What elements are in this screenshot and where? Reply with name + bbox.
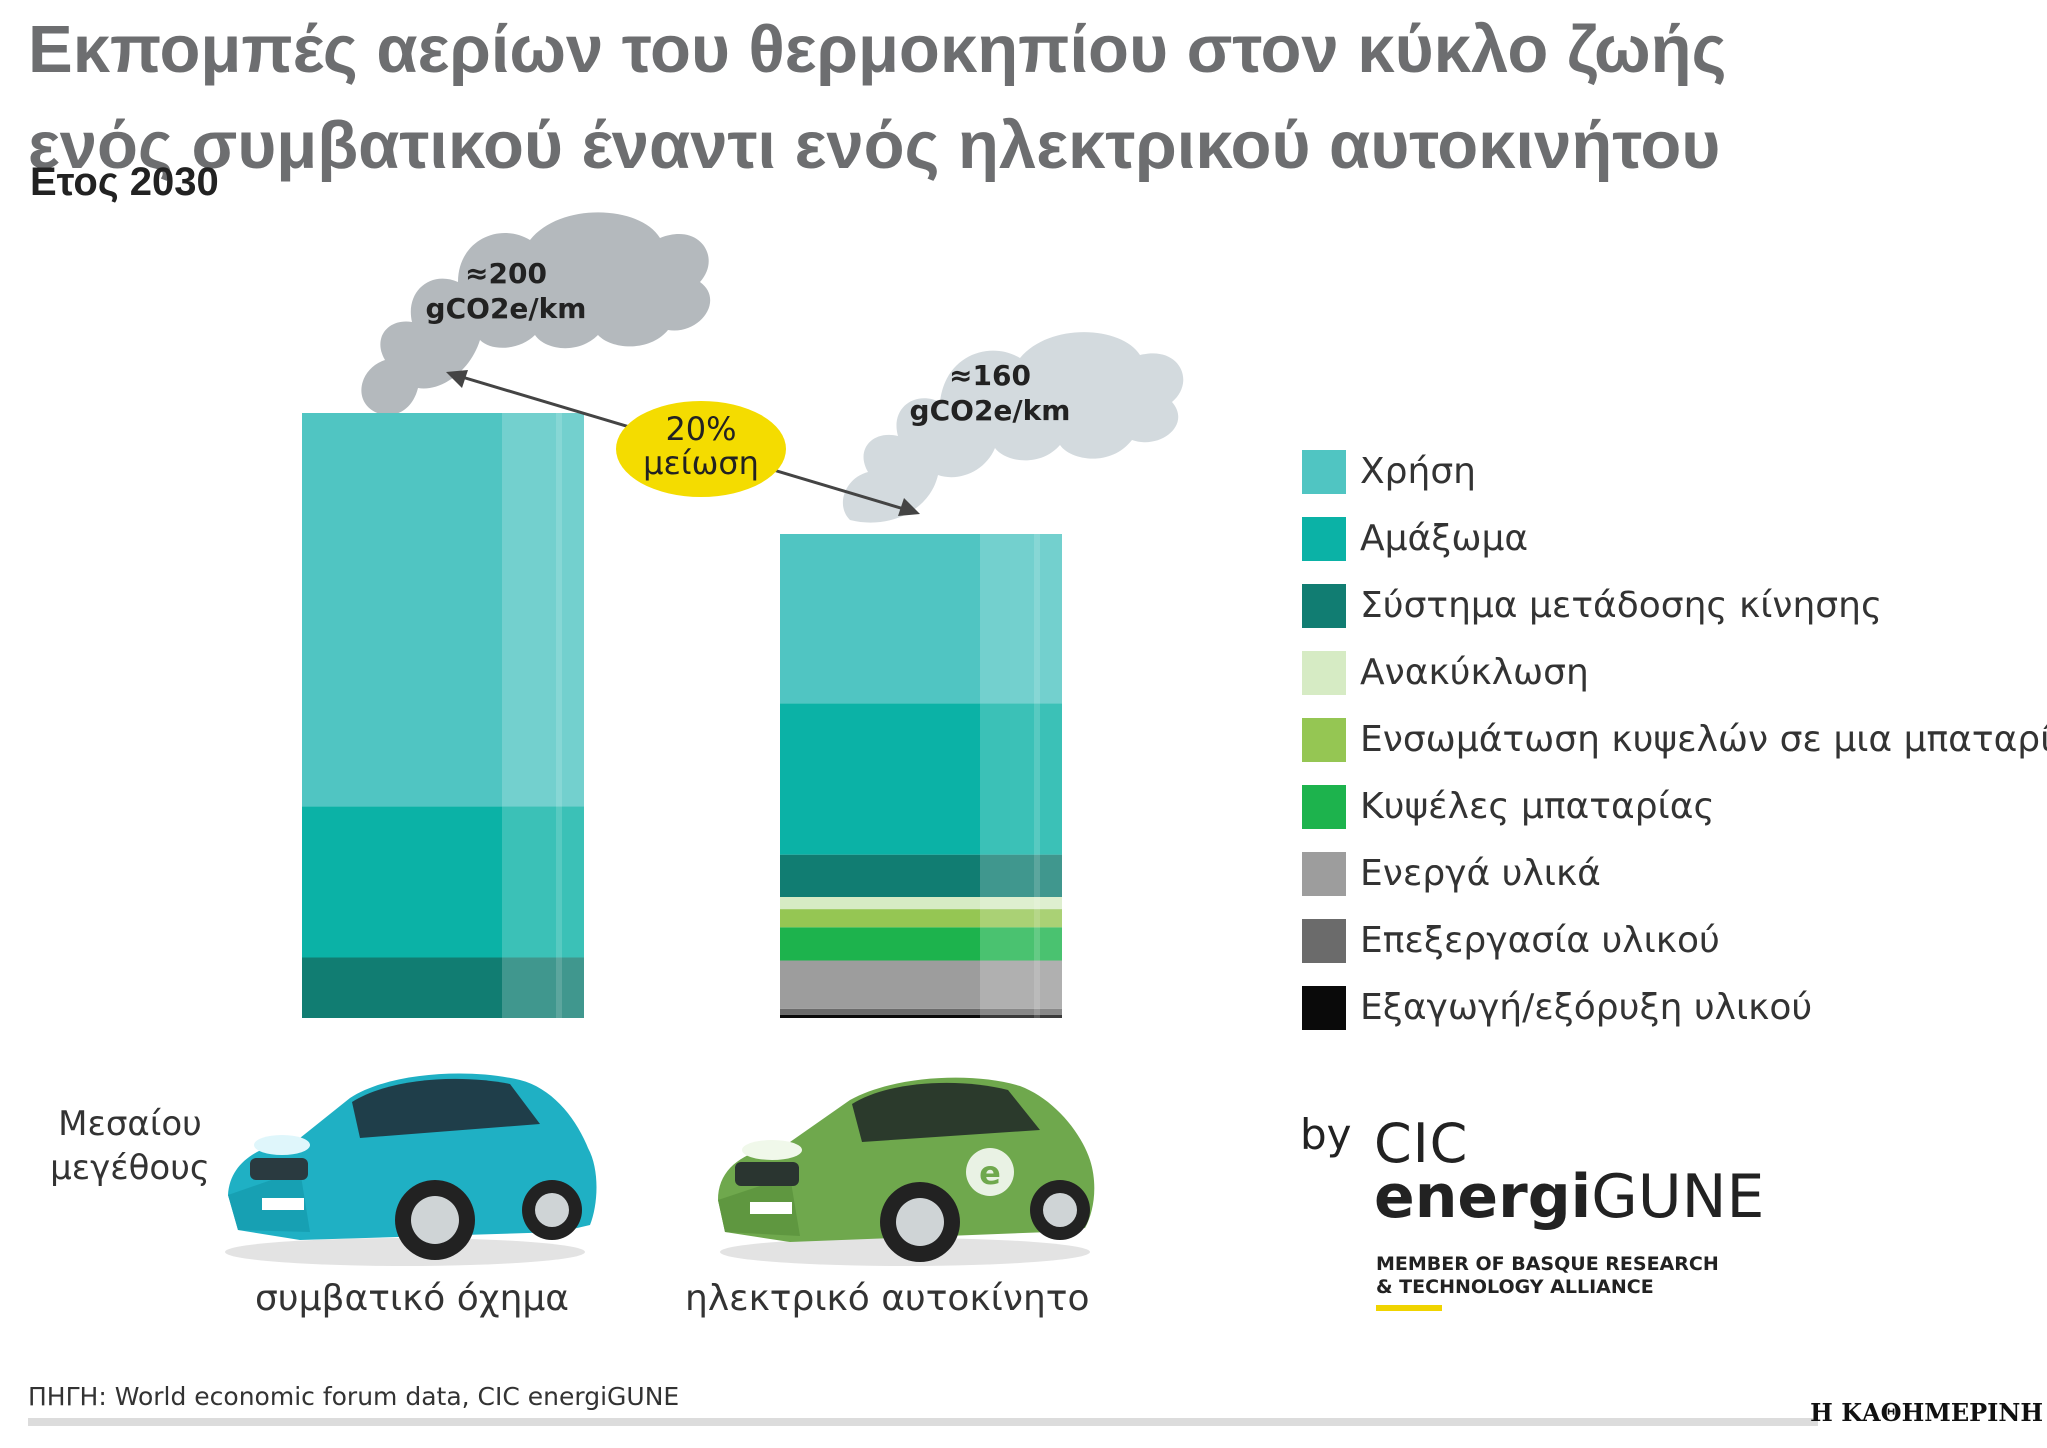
legend-label-body: Αμάξωμα xyxy=(1360,518,1529,559)
total-unit-conventional: gCO2e/km xyxy=(426,292,587,325)
legend-item-use: Χρήση xyxy=(1302,438,2047,505)
total-approx-conventional: ≈200 xyxy=(465,257,547,290)
bar-highlight-1-3 xyxy=(980,927,1062,961)
legend-label-powertrain: Σύστημα μετάδοσης κίνησης xyxy=(1360,585,1883,626)
logo-energigune: energiGUNE xyxy=(1374,1162,1764,1232)
legend-swatch-body xyxy=(1302,516,1346,561)
size-note: Μεσαίου μεγέθους xyxy=(40,1102,220,1190)
size-note-line2: μεγέθους xyxy=(50,1148,210,1188)
legend-label-pack-assembly: Ενσωμάτωση κυψελών σε μια μπαταρία xyxy=(1360,719,2047,760)
bar-edge-line-1 xyxy=(1034,534,1040,1018)
legend-item-powertrain: Σύστημα μετάδοσης κίνησης xyxy=(1302,572,2047,639)
bar-highlight-1-4 xyxy=(980,909,1062,928)
category-label-electric: ηλεκτρικό αυτοκίνητο xyxy=(685,1278,1090,1319)
legend-item-battery-cells: Κυψέλες μπαταρίας xyxy=(1302,773,2047,840)
logo-member-text: MEMBER OF BASQUE RESEARCH & TECHNOLOGY A… xyxy=(1376,1253,1719,1299)
bar-highlight-0-8 xyxy=(502,413,584,807)
bar-highlight-1-7 xyxy=(980,703,1062,855)
bar-segment-0-6 xyxy=(302,957,584,1018)
legend-label-active-materials: Ενεργά υλικά xyxy=(1360,853,1601,894)
bar-highlight-0-6 xyxy=(502,957,584,1018)
logo-by: by xyxy=(1300,1110,1352,1159)
legend-label-material-processing: Επεξεργασία υλικού xyxy=(1360,920,1720,961)
legend: Χρήση Αμάξωμα Σύστημα μετάδοσης κίνησης … xyxy=(1302,438,2047,1041)
legend-item-pack-assembly: Ενσωμάτωση κυψελών σε μια μπαταρία xyxy=(1302,706,2047,773)
bar-highlight-1-0 xyxy=(980,1014,1062,1018)
legend-item-body: Αμάξωμα xyxy=(1302,505,2047,572)
bar-highlight-1-8 xyxy=(980,534,1062,704)
bar-edge-line-0 xyxy=(556,413,562,1018)
total-approx-electric: ≈160 xyxy=(949,359,1031,392)
bar-segment-1-2 xyxy=(780,960,1062,1009)
bar-segment-1-0 xyxy=(780,1014,1062,1018)
reduction-badge xyxy=(616,401,786,497)
legend-label-use: Χρήση xyxy=(1360,451,1476,492)
legend-swatch-recycling xyxy=(1302,650,1346,695)
legend-swatch-use xyxy=(1302,449,1346,494)
smoke-cloud-electric xyxy=(842,332,1184,523)
bar-segment-0-8 xyxy=(302,413,584,807)
bar-highlight-1-6 xyxy=(980,854,1062,897)
reduction-percent: 20% xyxy=(665,410,736,448)
legend-swatch-material-processing xyxy=(1302,918,1346,963)
bar-highlight-1-2 xyxy=(980,960,1062,1009)
stacked-bars xyxy=(302,413,1062,1018)
logo-gune-part: GUNE xyxy=(1591,1162,1765,1232)
legend-label-battery-cells: Κυψέλες μπαταρίας xyxy=(1360,786,1715,827)
electric-car-illustration: e xyxy=(718,1077,1095,1266)
legend-item-material-processing: Επεξεργασία υλικού xyxy=(1302,907,2047,974)
legend-swatch-active-materials xyxy=(1302,851,1346,896)
legend-item-recycling: Ανακύκλωση xyxy=(1302,639,2047,706)
legend-item-mining: Εξαγωγή/εξόρυξη υλικού xyxy=(1302,974,2047,1041)
chart-title: Εκπομπές αερίων του θερμοκηπίου στον κύκ… xyxy=(28,12,1727,183)
legend-item-active-materials: Ενεργά υλικά xyxy=(1302,840,2047,907)
bar-segment-1-8 xyxy=(780,534,1062,704)
logo-member-line1: MEMBER OF BASQUE RESEARCH xyxy=(1376,1253,1719,1275)
size-note-line1: Μεσαίου xyxy=(58,1104,202,1144)
legend-swatch-powertrain xyxy=(1302,583,1346,628)
legend-label-mining: Εξαγωγή/εξόρυξη υλικού xyxy=(1360,987,1813,1028)
bar-segment-1-6 xyxy=(780,854,1062,897)
legend-label-recycling: Ανακύκλωση xyxy=(1360,652,1589,693)
bar-segment-0-7 xyxy=(302,806,584,958)
conventional-car-illustration xyxy=(225,1073,597,1266)
logo-energi-part: energi xyxy=(1374,1162,1592,1232)
source-note: ΠΗΓΗ: World economic forum data, CIC ene… xyxy=(28,1382,680,1411)
logo-accent-bar xyxy=(1376,1305,1442,1311)
logo-member-line2: & TECHNOLOGY ALLIANCE xyxy=(1376,1276,1654,1298)
bar-segment-1-3 xyxy=(780,927,1062,961)
footer-rule xyxy=(28,1418,1818,1426)
total-unit-electric: gCO2e/km xyxy=(910,394,1071,427)
bar-highlight-0-7 xyxy=(502,806,584,958)
bar-segment-1-1 xyxy=(780,1008,1062,1015)
legend-swatch-battery-cells xyxy=(1302,784,1346,829)
ev-badge-letter: e xyxy=(979,1154,1001,1192)
bar-highlight-1-1 xyxy=(980,1008,1062,1015)
reduction-label: μείωση xyxy=(643,444,759,482)
bar-segment-1-5 xyxy=(780,897,1062,910)
bar-segment-1-7 xyxy=(780,703,1062,855)
category-label-conventional: συμβατικό όχημα xyxy=(254,1278,570,1319)
legend-swatch-pack-assembly xyxy=(1302,717,1346,762)
chart-subtitle: Ετος 2030 xyxy=(30,160,219,204)
publisher-brand: Η ΚΑΘΗΜΕΡΙΝΗ xyxy=(1810,1398,2043,1427)
bar-segment-1-4 xyxy=(780,909,1062,928)
bar-highlight-1-5 xyxy=(980,897,1062,910)
logo-cic: CIC xyxy=(1374,1112,1469,1175)
smoke-cloud-conventional xyxy=(361,212,711,415)
legend-swatch-mining xyxy=(1302,985,1346,1030)
